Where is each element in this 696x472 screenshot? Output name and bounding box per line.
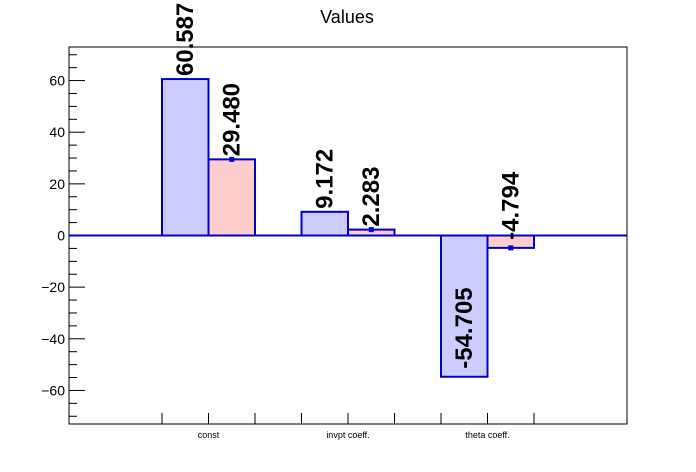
- x-axis: const invpt coeff. theta coeff.: [161, 413, 535, 440]
- data-label: 29.480: [219, 83, 246, 156]
- category-label: const: [198, 430, 220, 440]
- bar: [440, 234, 489, 378]
- data-label: 9.172: [312, 149, 339, 209]
- data-label: 2.283: [358, 167, 385, 227]
- y-axis: −60 −40 −20 0 20 40 60: [41, 54, 85, 417]
- bar-error-marker: [368, 227, 374, 233]
- y-tick-label: 0: [57, 228, 65, 244]
- bar-error-marker: [229, 156, 235, 162]
- y-tick-label: −60: [41, 382, 65, 398]
- data-labels: 60.587 9.172 -54.705 29.480 2.283 -4.794: [172, 3, 525, 369]
- bar: [300, 210, 349, 237]
- y-tick-label: −20: [41, 279, 65, 295]
- bars: [161, 78, 535, 378]
- y-tick-label: 60: [49, 73, 65, 89]
- bar: [207, 158, 256, 237]
- data-label: 60.587: [172, 3, 199, 76]
- bar: [161, 78, 210, 237]
- y-tick-label: −40: [41, 331, 65, 347]
- y-tick-label: 40: [49, 124, 65, 140]
- chart-title: Values: [320, 7, 374, 27]
- y-tick-label: 20: [49, 176, 65, 192]
- category-label: invpt coeff.: [326, 430, 369, 440]
- category-label: theta coeff.: [465, 430, 509, 440]
- data-label: -4.794: [498, 171, 525, 240]
- data-label: -54.705: [451, 287, 478, 368]
- bar-error-marker: [508, 245, 514, 251]
